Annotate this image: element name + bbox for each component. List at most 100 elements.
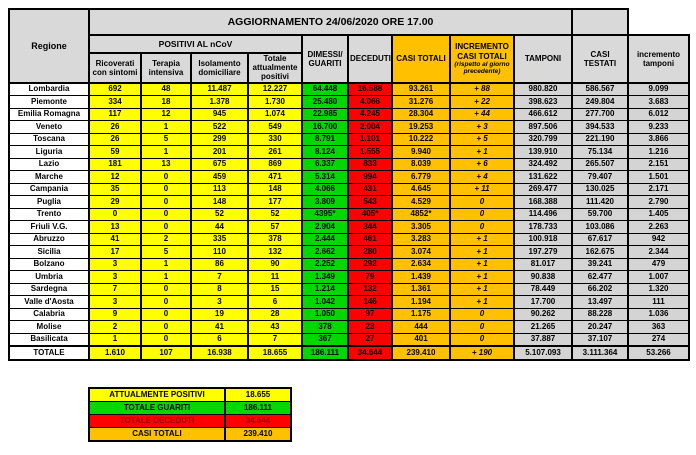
value-cell: 132 [347,282,393,297]
value-cell: 1.042 [301,295,349,309]
value-cell: 3.074 [391,245,451,259]
value-cell: + 6 [449,157,515,172]
value-cell: 0 [140,182,192,197]
value-cell: 8.124 [301,145,349,159]
value-cell: + 3 [449,120,515,134]
value-cell: 335 [190,232,249,247]
value-cell: 0 [140,282,192,297]
casi-testati-header: CASI TESTATI [571,34,629,84]
legend-value: 18.655 [224,387,292,402]
value-cell: 139.910 [513,145,573,159]
value-cell: 3.283 [391,232,451,247]
value-cell: 130.025 [571,182,629,197]
value-cell: 8.791 [301,132,349,147]
value-cell: 7 [190,270,249,284]
value-cell: 1.730 [247,95,303,109]
value-cell: 1.610 [88,345,142,361]
table-body: Lombardia 692 48 11.487 12.227 64.448 16.588 93… [8,82,690,361]
value-cell: 90.838 [513,270,573,284]
value-cell: 168.388 [513,195,573,209]
value-cell: 16.588 [347,82,393,97]
table-header: Regione AGGIORNAMENTO 24/06/2020 ORE 17.… [8,8,690,84]
value-cell: 186.111 [301,345,349,361]
region-name: Sardegna [8,282,90,297]
value-cell: 522 [190,120,249,134]
value-cell: 344 [347,220,393,234]
region-name: Lazio [8,157,90,172]
tamponi-header: TAMPONI [513,34,573,84]
value-cell: 2.790 [627,195,690,209]
value-cell: 110 [190,245,249,259]
value-cell: 10.222 [391,132,451,147]
table-row: Molise 2 0 41 43 378 23 444 0 21.265 20.247 363 [8,320,690,334]
value-cell: 277.700 [571,107,629,122]
region-name: Molise [8,320,90,334]
value-cell: 3.809 [301,195,349,209]
region-name: Abruzzo [8,232,90,247]
region-name: Marche [8,170,90,184]
value-cell: 75.134 [571,145,629,159]
region-name: Toscana [8,132,90,147]
region-name: Calabria [8,307,90,322]
value-cell: 0 [449,220,515,234]
terapia-intensiva-header: Terapia intensiva [140,52,192,84]
value-cell: 52 [190,207,249,222]
value-cell: 13 [140,157,192,172]
legend-label: CASI TOTALI [88,426,226,442]
region-name: Emilia Romagna [8,107,90,122]
value-cell: 28.304 [391,107,451,122]
value-cell: 274 [627,332,690,347]
value-cell: 6 [247,295,303,309]
value-cell: 12 [88,170,142,184]
summary-legend: ATTUALMENTE POSITIVI 18.655 TOTALE GUARITI… [88,386,292,442]
value-cell: 2.634 [391,257,451,272]
value-cell: 7 [247,332,303,347]
value-cell: 1.349 [301,270,349,284]
region-name: Lombardia [8,82,90,97]
totale-row: TOTALE 1.610 107 16.938 18.655 186.111 34.644 2… [8,345,690,361]
value-cell: + 44 [449,107,515,122]
value-cell: 394.533 [571,120,629,134]
value-cell: + 1 [449,282,515,297]
value-cell: 398.623 [513,95,573,109]
empty-corner-cell [571,8,629,36]
value-cell: 324.492 [513,157,573,172]
value-cell: + 88 [449,82,515,97]
value-cell: 19 [190,307,249,322]
value-cell: + 1 [449,295,515,309]
value-cell: 7 [88,282,142,297]
value-cell: 378 [247,232,303,247]
table-row: Puglia 29 0 148 177 3.809 543 4.529 0 168.388 111.… [8,195,690,209]
value-cell: 79 [347,270,393,284]
deceduti-header: DECEDUTI [347,34,393,84]
value-cell: 221.190 [571,132,629,147]
value-cell: 0 [140,307,192,322]
value-cell: 2.263 [627,220,690,234]
value-cell: 21.265 [513,320,573,334]
value-cell: 0 [140,195,192,209]
value-cell: 53.266 [627,345,690,361]
value-cell: 261 [247,145,303,159]
value-cell: 28 [247,307,303,322]
value-cell: 41 [190,320,249,334]
value-cell: 9.940 [391,145,451,159]
value-cell: 9 [88,307,142,322]
value-cell: + 1 [449,145,515,159]
value-cell: 269.477 [513,182,573,197]
value-cell: 299 [190,132,249,147]
value-cell: 107 [140,345,192,361]
value-cell: 461 [347,232,393,247]
isolamento-header: Isolamento domiciliare [190,52,249,84]
value-cell: 367 [301,332,349,347]
value-cell: 378 [301,320,349,334]
value-cell: 405* [347,207,393,222]
value-cell: 1.050 [301,307,349,322]
value-cell: 34.644 [347,345,393,361]
value-cell: 90.262 [513,307,573,322]
value-cell: 2.004 [347,120,393,134]
value-cell: 4852* [391,207,451,222]
value-cell: 3.305 [391,220,451,234]
value-cell: 2.151 [627,157,690,172]
value-cell: 103.086 [571,220,629,234]
value-cell: 249.804 [571,95,629,109]
